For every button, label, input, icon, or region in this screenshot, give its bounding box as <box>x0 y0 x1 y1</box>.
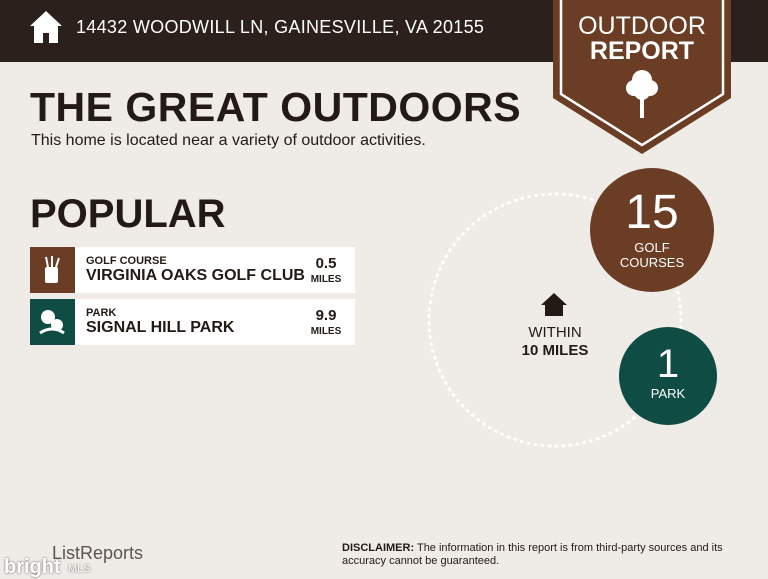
address: 14432 WOODWILL LN, GAINESVILLE, VA 20155 <box>76 17 485 37</box>
count-number: 15 <box>625 186 679 239</box>
disclaimer: DISCLAIMER: The information in this repo… <box>342 542 742 568</box>
subtitle: This home is located near a variety of o… <box>31 132 426 149</box>
badge <box>553 0 731 154</box>
item-unit: MILES <box>310 274 342 285</box>
logo: ListReports <box>52 543 144 563</box>
golf-icon <box>30 247 75 293</box>
badge-line1: OUTDOOR <box>578 12 706 40</box>
radius-label: WITHIN 10 MILES <box>495 324 615 360</box>
park-icon <box>30 299 75 345</box>
watermark: bright <box>4 556 61 578</box>
badge-line2: REPORT <box>589 37 695 65</box>
radius-line1: WITHIN <box>528 324 582 341</box>
count-label: PARK <box>650 386 686 401</box>
item-name: SIGNAL HILL PARK <box>86 319 235 336</box>
watermark-mls: MLS <box>68 563 91 575</box>
park-count: 1 PARK <box>619 342 717 401</box>
section-title: POPULAR <box>30 192 226 236</box>
disclaimer-label: DISCLAIMER: <box>342 542 415 554</box>
park-count-circle <box>619 327 717 425</box>
home-icon <box>541 293 567 316</box>
item-card: GOLF COURSE VIRGINIA OAKS GOLF CLUB 0.5 … <box>30 247 355 293</box>
title: THE GREAT OUTDOORS <box>30 84 522 130</box>
item-card: PARK SIGNAL HILL PARK 9.9 MILES <box>30 299 355 345</box>
golf-count-circle <box>590 168 714 292</box>
badge-title: OUTDOOR REPORT <box>553 14 731 64</box>
item-category: GOLF COURSE <box>86 255 167 267</box>
item-distance: 0.5 <box>315 255 337 272</box>
radius-line2: 10 MILES <box>521 342 589 359</box>
disclaimer-text: The information in this report is from t… <box>342 542 723 567</box>
item-distance: 9.9 <box>315 307 337 324</box>
count-number: 1 <box>656 342 680 386</box>
golf-count: 15 GOLF COURSES <box>600 186 704 270</box>
item-category: PARK <box>86 307 117 319</box>
home-icon <box>30 11 62 43</box>
item-unit: MILES <box>310 326 342 337</box>
radius-circle <box>427 192 683 448</box>
item-name: VIRGINIA OAKS GOLF CLUB <box>86 267 305 284</box>
count-label: GOLF COURSES <box>619 240 685 270</box>
